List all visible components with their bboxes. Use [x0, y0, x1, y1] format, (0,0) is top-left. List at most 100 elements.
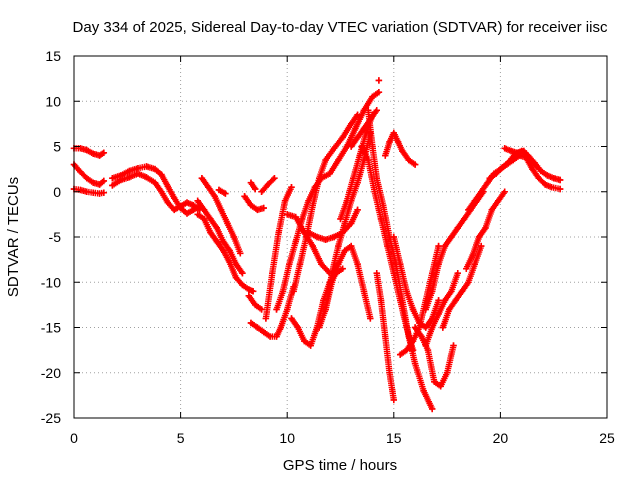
- series-trace: [247, 179, 259, 193]
- data-point: [390, 233, 397, 241]
- data-point: [222, 190, 229, 197]
- data-point: [373, 107, 380, 114]
- data-point: [77, 168, 84, 176]
- data-point: [520, 147, 528, 155]
- x-tick-label: 20: [493, 430, 509, 446]
- data-point: [258, 306, 265, 313]
- data-point: [428, 324, 436, 331]
- data-point: [437, 383, 444, 390]
- data-point: [226, 247, 233, 254]
- series-trace: [109, 163, 203, 217]
- data-point: [460, 215, 468, 223]
- data-point: [262, 315, 270, 322]
- data-point: [286, 260, 293, 268]
- data-point: [241, 193, 248, 200]
- data-point: [294, 324, 302, 331]
- data-point: [354, 260, 361, 268]
- series-trace: [322, 242, 374, 322]
- data-point: [499, 164, 506, 171]
- data-point: [335, 242, 342, 250]
- data-point: [411, 360, 419, 367]
- data-point: [151, 165, 159, 173]
- data-point: [403, 288, 410, 295]
- data-point: [292, 213, 299, 221]
- data-point: [507, 147, 515, 155]
- data-point: [260, 204, 267, 212]
- x-tick-label: 25: [599, 430, 615, 446]
- data-point: [309, 202, 316, 209]
- data-point: [237, 250, 244, 257]
- data-point: [550, 174, 557, 182]
- data-point: [328, 279, 336, 286]
- data-point: [382, 152, 389, 159]
- data-point: [431, 378, 438, 385]
- y-axis-ticks: -25 -20 -15 -10 -5 0 5 10 15: [41, 48, 607, 426]
- data-point: [556, 176, 564, 184]
- data-point: [89, 189, 97, 196]
- data-point: [454, 224, 461, 232]
- data-point: [365, 156, 372, 164]
- data-point: [77, 186, 84, 194]
- data-point: [217, 206, 225, 214]
- data-point: [309, 242, 316, 250]
- data-point: [420, 387, 427, 395]
- data-point: [339, 134, 346, 141]
- data-point: [478, 242, 485, 250]
- data-point: [89, 150, 97, 157]
- series-trace: [109, 170, 203, 214]
- data-point: [183, 210, 191, 217]
- data-point: [347, 242, 355, 250]
- series-trace: [411, 324, 457, 390]
- data-point: [83, 188, 90, 195]
- data-point: [343, 197, 351, 204]
- data-point: [301, 337, 308, 345]
- data-point: [443, 369, 451, 376]
- data-point: [347, 143, 355, 150]
- data-point: [252, 185, 259, 193]
- data-point: [207, 229, 214, 236]
- data-point: [239, 270, 246, 277]
- data-point: [424, 346, 432, 354]
- data-point: [194, 197, 201, 204]
- data-point: [369, 93, 376, 100]
- data-point: [396, 351, 404, 358]
- data-point: [339, 265, 346, 272]
- data-point: [315, 324, 323, 331]
- data-point: [418, 333, 425, 340]
- data-point: [313, 233, 321, 241]
- data-point: [158, 171, 165, 178]
- data-point: [488, 206, 496, 214]
- series-trace: [422, 270, 461, 349]
- data-point: [315, 174, 323, 182]
- data-point: [326, 170, 334, 177]
- data-point: [151, 179, 159, 186]
- data-point: [269, 270, 276, 277]
- data-point: [266, 333, 274, 340]
- data-point: [347, 220, 355, 227]
- data-point: [446, 306, 453, 313]
- data-point: [350, 174, 357, 182]
- data-point: [134, 165, 142, 172]
- data-point: [399, 147, 406, 155]
- data-point: [303, 233, 310, 241]
- data-point: [478, 188, 485, 195]
- data-point: [158, 188, 165, 195]
- data-point: [354, 111, 361, 119]
- data-point: [89, 179, 97, 186]
- data-point: [143, 174, 150, 181]
- data-point: [471, 260, 479, 268]
- data-point: [356, 152, 363, 159]
- data-point: [337, 215, 344, 223]
- data-point: [224, 220, 231, 227]
- data-point: [164, 183, 172, 190]
- data-point: [215, 186, 223, 194]
- series-trace: [194, 211, 257, 295]
- y-tick-label: -25: [41, 410, 61, 426]
- data-point: [279, 288, 287, 295]
- data-point: [296, 260, 304, 268]
- data-point: [83, 174, 90, 182]
- x-tick-label: 5: [177, 430, 185, 446]
- data-point: [322, 156, 329, 164]
- data-point: [171, 206, 178, 214]
- data-point: [411, 324, 419, 331]
